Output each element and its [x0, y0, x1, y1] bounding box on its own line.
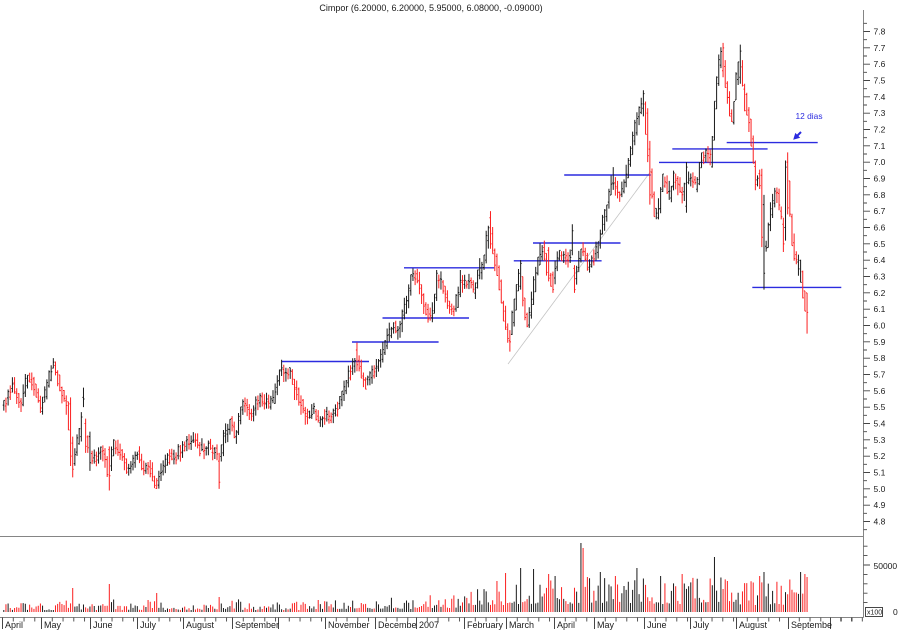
svg-text:April: April — [5, 620, 23, 630]
svg-text:7.5: 7.5 — [874, 76, 886, 86]
svg-text:March: March — [509, 620, 534, 630]
svg-text:5.9: 5.9 — [874, 337, 886, 347]
svg-text:12 dias: 12 dias — [796, 111, 823, 121]
svg-text:5.0: 5.0 — [874, 484, 886, 494]
svg-text:2007: 2007 — [419, 620, 439, 630]
svg-text:5.1: 5.1 — [874, 468, 886, 478]
svg-text:July: July — [693, 620, 710, 630]
svg-text:Cimpor (6.20000, 6.20000, 5.95: Cimpor (6.20000, 6.20000, 5.95000, 6.080… — [319, 3, 542, 13]
svg-text:5.4: 5.4 — [874, 419, 886, 429]
svg-text:August: August — [739, 620, 768, 630]
svg-text:6.9: 6.9 — [874, 174, 886, 184]
svg-text:5.3: 5.3 — [874, 435, 886, 445]
svg-text:August: August — [186, 620, 215, 630]
svg-text:6.3: 6.3 — [874, 272, 886, 282]
svg-text:7.6: 7.6 — [874, 59, 886, 69]
svg-text:Septembe: Septembe — [791, 620, 832, 630]
svg-text:6.5: 6.5 — [874, 239, 886, 249]
svg-text:June: June — [647, 620, 667, 630]
svg-text:July: July — [140, 620, 157, 630]
svg-text:7.4: 7.4 — [874, 92, 886, 102]
svg-text:February: February — [467, 620, 504, 630]
svg-text:0: 0 — [893, 607, 898, 617]
svg-text:5.6: 5.6 — [874, 386, 886, 396]
svg-text:6.0: 6.0 — [874, 321, 886, 331]
svg-text:April: April — [557, 620, 575, 630]
svg-text:5.8: 5.8 — [874, 353, 886, 363]
svg-text:7.2: 7.2 — [874, 125, 886, 135]
svg-text:6.7: 6.7 — [874, 206, 886, 216]
svg-text:7.7: 7.7 — [874, 43, 886, 53]
svg-text:Decembe: Decembe — [378, 620, 417, 630]
svg-text:September: September — [235, 620, 279, 630]
svg-text:6.1: 6.1 — [874, 304, 886, 314]
svg-text:May: May — [44, 620, 62, 630]
svg-text:5.5: 5.5 — [874, 402, 886, 412]
svg-text:June: June — [93, 620, 113, 630]
svg-text:5.2: 5.2 — [874, 451, 886, 461]
svg-text:6.4: 6.4 — [874, 255, 886, 265]
svg-text:4.8: 4.8 — [874, 517, 886, 527]
svg-text:7.0: 7.0 — [874, 157, 886, 167]
svg-text:November: November — [328, 620, 370, 630]
svg-text:50000: 50000 — [874, 561, 898, 571]
svg-text:6.6: 6.6 — [874, 223, 886, 233]
svg-text:7.1: 7.1 — [874, 141, 886, 151]
svg-text:5.7: 5.7 — [874, 370, 886, 380]
svg-text:4.9: 4.9 — [874, 500, 886, 510]
svg-text:6.8: 6.8 — [874, 190, 886, 200]
svg-text:x100: x100 — [867, 610, 882, 617]
svg-text:7.8: 7.8 — [874, 27, 886, 37]
svg-text:7.3: 7.3 — [874, 108, 886, 118]
svg-text:6.2: 6.2 — [874, 288, 886, 298]
svg-text:May: May — [597, 620, 615, 630]
